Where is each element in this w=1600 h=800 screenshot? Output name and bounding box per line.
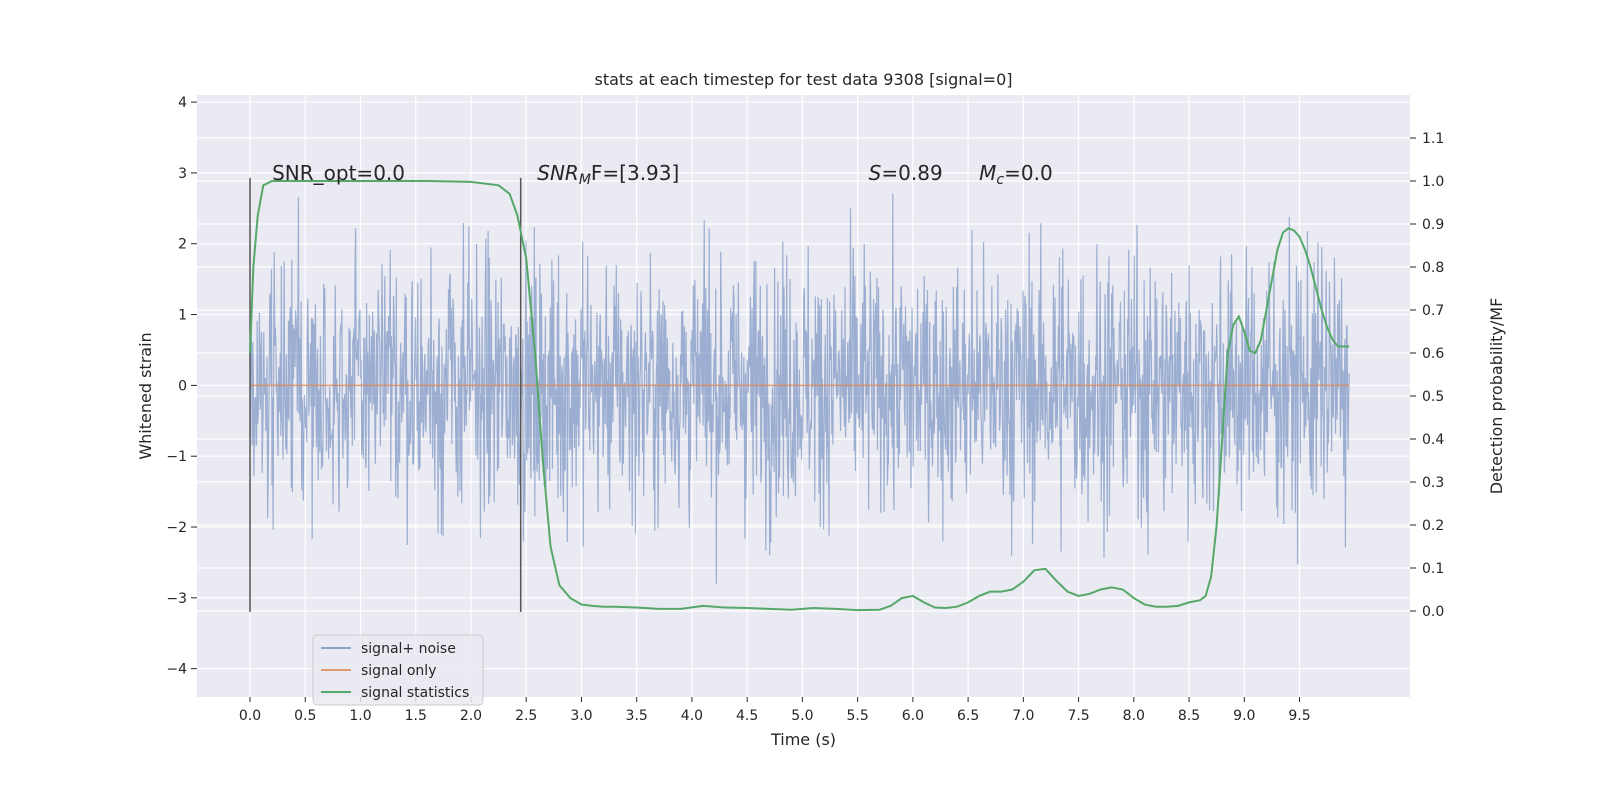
- y2-tick-label: 0.3: [1422, 475, 1444, 491]
- legend-label-signal-statistics: signal statistics: [361, 685, 469, 701]
- x-tick-label: 5.0: [791, 708, 813, 724]
- x-tick-label: 9.5: [1288, 708, 1310, 724]
- y2-axis-label: Detection probability/MF: [1487, 298, 1506, 495]
- y2-tick-label: 0.8: [1422, 260, 1444, 276]
- y-axis-label: Whitened strain: [136, 332, 155, 459]
- y-tick-label: 3: [178, 166, 187, 182]
- x-tick-label: 8.5: [1178, 708, 1200, 724]
- y-tick-label: −4: [166, 662, 187, 678]
- y2-tick-label: 0.4: [1422, 432, 1444, 448]
- x-tick-label: 0.5: [294, 708, 316, 724]
- annotation-text: S=0.89: [869, 161, 943, 185]
- annotation-text: SNRMF=[3.93]: [537, 161, 679, 188]
- y-tick-label: 4: [178, 95, 187, 111]
- axes: 0.0 0.5 1.0 1.5 2.0 2.5 3.0 3.5 4.0 4.5 5.0 5.5 6.0 6…: [166, 95, 1444, 724]
- legend-box: [312, 634, 484, 706]
- x-tick-label: 4.0: [681, 708, 703, 724]
- x-tick-label: 7.5: [1067, 708, 1089, 724]
- legend-label-signal-noise: signal+ noise: [361, 641, 456, 657]
- signal-statistics-series: [249, 180, 1350, 612]
- y2-tick-label: 0.5: [1422, 389, 1444, 405]
- signal-statistics-line: [249, 180, 1350, 612]
- signal-noise-line: [249, 193, 1350, 585]
- x-tick-label: 9.0: [1233, 708, 1255, 724]
- chart-title: stats at each timestep for test data 930…: [594, 70, 1012, 89]
- legend-label-signal-only: signal only: [361, 663, 436, 679]
- x-tick-label: 1.5: [405, 708, 427, 724]
- signal-noise-series: [249, 193, 1350, 585]
- x-tick-label: 4.5: [736, 708, 758, 724]
- x-tick-label: 3.0: [570, 708, 592, 724]
- y2-tick-label: 1.0: [1422, 174, 1444, 190]
- y-tick-label: 2: [178, 237, 187, 253]
- y-tick-label: −3: [166, 591, 187, 607]
- annotation-text: SNR_opt=0.0: [272, 161, 405, 185]
- x-tick-label: 2.0: [460, 708, 482, 724]
- y2-tick-label: 1.1: [1422, 131, 1444, 147]
- y-tick-label: 1: [178, 308, 187, 324]
- y2-tick-label: 0.9: [1422, 217, 1444, 233]
- x-tick-label: 6.5: [957, 708, 979, 724]
- y2-tick-label: 0.7: [1422, 303, 1444, 319]
- y2-tick-label: 0.2: [1422, 518, 1444, 534]
- x-tick-label: 1.0: [349, 708, 371, 724]
- x-tick-label: 2.5: [515, 708, 537, 724]
- y2-tick-label: 0.1: [1422, 561, 1444, 577]
- y-tick-label: −2: [166, 520, 187, 536]
- x-tick-label: 5.5: [846, 708, 868, 724]
- annotation-text: Mc=0.0: [979, 161, 1053, 188]
- y2-tick-label: 0.6: [1422, 346, 1444, 362]
- legend: signal+ noise signal only signal statist…: [312, 634, 484, 706]
- annotations: SNR_opt=0.0 SNRMF=[3.93] S=0.89 Mc=0.0: [272, 161, 1053, 188]
- x-tick-label: 3.5: [626, 708, 648, 724]
- x-tick-label: 0.0: [239, 708, 261, 724]
- y2-tick-label: 0.0: [1422, 604, 1444, 620]
- y-tick-label: −1: [166, 449, 187, 465]
- x-tick-label: 6.0: [902, 708, 924, 724]
- y-tick-label: 0: [178, 378, 187, 394]
- x-axis-label: Time (s): [770, 730, 836, 749]
- x-tick-label: 7.0: [1012, 708, 1034, 724]
- vertical-markers: [249, 177, 522, 613]
- x-tick-label: 8.0: [1123, 708, 1145, 724]
